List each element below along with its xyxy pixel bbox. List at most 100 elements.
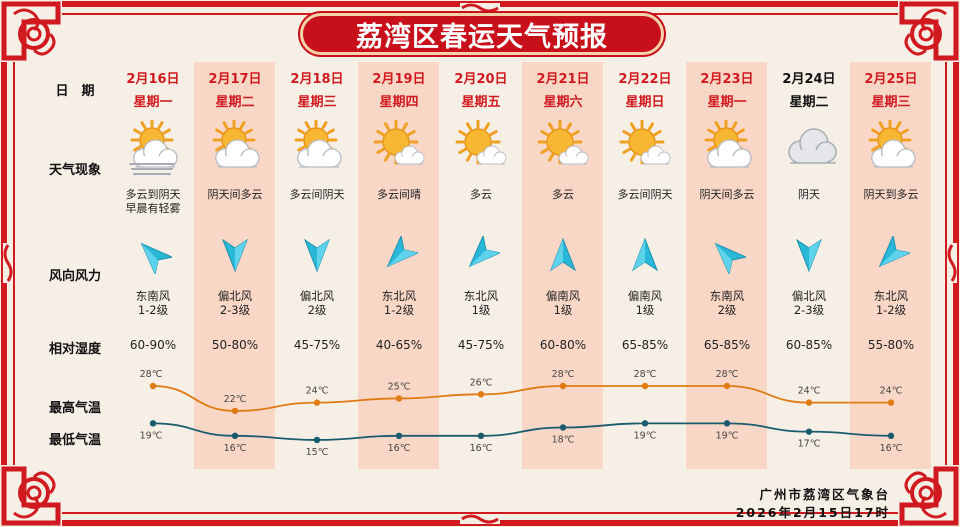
fog-sun-cloud-icon: [129, 120, 178, 175]
sun-small-cloud-icon: [373, 120, 425, 165]
row-label-high-temp: 最高气温: [48, 401, 101, 416]
wind-direction: 东北风: [463, 289, 499, 303]
wind-direction: 偏北风: [299, 289, 335, 303]
day-weekday: 星期一: [707, 95, 747, 110]
wind-direction: 东北风: [381, 289, 417, 303]
wind-direction: 偏南风: [545, 289, 581, 303]
wind-direction-arrow-icon: [795, 238, 823, 273]
edge-ornament: [3, 243, 13, 283]
day-date: 2月22日: [618, 72, 672, 87]
relative-humidity: 60-80%: [539, 338, 587, 352]
row-label-date: 日 期: [55, 84, 95, 99]
day-column: 2月23日星期一阴天间多云东南风 2级 65-85%: [686, 0, 768, 470]
day-column: 2月19日 星期四 多云间晴 东北风 1-2级 40-65%: [358, 0, 440, 470]
sun-cloud-icon: [704, 120, 752, 168]
day-weekday: 星期五: [461, 95, 501, 110]
relative-humidity: 55-80%: [867, 338, 915, 352]
row-label-weather: 天气现象: [48, 163, 101, 178]
sun-cloud-icon: [868, 120, 916, 168]
day-weekday: 星期二: [789, 95, 829, 110]
weather-condition: 阴天间多云: [207, 188, 263, 201]
cloudy-icon: [788, 128, 837, 164]
relative-humidity: 65-85%: [703, 338, 751, 352]
day-weekday: 星期二: [215, 95, 255, 110]
corner-ornament: [0, 465, 62, 527]
wind-force: 1-2级: [137, 303, 169, 317]
relative-humidity: 45-75%: [293, 338, 341, 352]
wind-direction: 偏南风: [627, 289, 663, 303]
wind-direction: 东南风: [135, 289, 171, 303]
day-weekday: 星期三: [871, 95, 911, 110]
relative-humidity: 45-75%: [457, 338, 505, 352]
corner-ornament: [898, 465, 960, 527]
day-date: 2月20日: [454, 72, 508, 87]
day-column: 2月24日 星期二 阴天 偏北风 2-3级 60-85%: [768, 0, 850, 470]
day-column: 2月18日 星期三 多云间阴天 偏北风 2级 45-75%: [276, 0, 358, 470]
wind-direction: 东北风: [873, 289, 909, 303]
day-column: 2月16日 星期一 多云到阴天 早晨有轻雾 东南风 1-2级 60-90%: [112, 0, 194, 470]
wind-force: 1-2级: [383, 303, 415, 317]
page-title: 荔湾区春运天气预报: [300, 13, 664, 55]
wind-force: 2-3级: [219, 303, 251, 317]
relative-humidity: 60-90%: [129, 338, 177, 352]
edge-ornament: [947, 243, 957, 283]
day-column: 2月25日 星期三 阴天到多云 东北风 1-2级 55-80%: [850, 0, 932, 470]
wind-direction-arrow-icon: [714, 242, 746, 274]
wind-info: 偏南风 1级: [522, 289, 604, 317]
wind-info: 偏北风 2级: [276, 289, 358, 317]
relative-humidity: 60-85%: [785, 338, 833, 352]
wind-direction-arrow-icon: [386, 236, 418, 268]
wind-info: 东南风 2级: [686, 289, 768, 317]
day-date: 2月16日: [126, 72, 180, 87]
day-date: 2月24日: [782, 72, 836, 87]
weather-condition: 阴天间多云: [699, 188, 755, 201]
day-column: 2月22日 星期日 多云间阴天 偏南风 1级 65-85%: [604, 0, 686, 470]
weather-condition: 多云间晴: [377, 188, 421, 201]
relative-humidity: 40-65%: [375, 338, 423, 352]
day-weekday: 星期六: [543, 95, 583, 110]
day-weekday: 星期三: [297, 95, 337, 110]
wind-direction-arrow-icon: [303, 238, 331, 273]
wind-direction-arrow-icon: [878, 236, 910, 268]
sun-cloud-icon: [294, 120, 342, 168]
edge-ornament: [460, 3, 500, 13]
day-column: 2月17日星期二阴天间多云偏北风 2-3级 50-80%: [194, 0, 276, 470]
day-column: 2月20日星期五多云东北风 1级 45-75%: [440, 0, 522, 470]
sun-small-cloud-icon: [619, 120, 671, 165]
corner-ornament: [898, 0, 960, 62]
day-weekday: 星期一: [133, 95, 173, 110]
wind-direction: 偏北风: [217, 289, 253, 303]
day-date: 2月17日: [208, 72, 262, 87]
row-label-humidity: 相对湿度: [48, 342, 101, 357]
wind-direction-arrow-icon: [549, 237, 577, 272]
weather-condition: 多云: [470, 188, 492, 201]
day-date: 2月23日: [700, 72, 754, 87]
wind-info: 东南风 1-2级: [112, 289, 194, 317]
row-label-wind: 风向风力: [48, 269, 101, 284]
corner-ornament: [0, 0, 62, 62]
wind-force: 2级: [717, 303, 737, 317]
row-label-low-temp: 最低气温: [48, 433, 101, 448]
wind-info: 偏南风 1级: [604, 289, 686, 317]
edge-ornament: [460, 514, 500, 524]
wind-force: 1级: [635, 303, 655, 317]
weather-condition: 阴天: [798, 188, 820, 201]
wind-direction-arrow-icon: [140, 242, 172, 274]
wind-direction: 偏北风: [791, 289, 827, 303]
footer-agency: 广州市荔湾区气象台: [759, 487, 890, 502]
day-weekday: 星期四: [379, 95, 419, 110]
wind-info: 东北风 1-2级: [850, 289, 932, 317]
day-column: 2月21日 星期六 多云 偏南风 1级 60-80%: [522, 0, 604, 470]
weather-condition: 多云到阴天 早晨有轻雾: [125, 188, 181, 215]
sun-small-cloud-icon: [455, 120, 507, 165]
day-date: 2月21日: [536, 72, 590, 87]
day-date: 2月18日: [290, 72, 344, 87]
sun-small-cloud-icon: [537, 120, 589, 165]
wind-info: 偏北风 2-3级: [194, 289, 276, 317]
wind-info: 东北风 1级: [440, 289, 522, 317]
day-date: 2月25日: [864, 72, 918, 87]
relative-humidity: 50-80%: [211, 338, 259, 352]
sun-cloud-icon: [212, 120, 260, 168]
